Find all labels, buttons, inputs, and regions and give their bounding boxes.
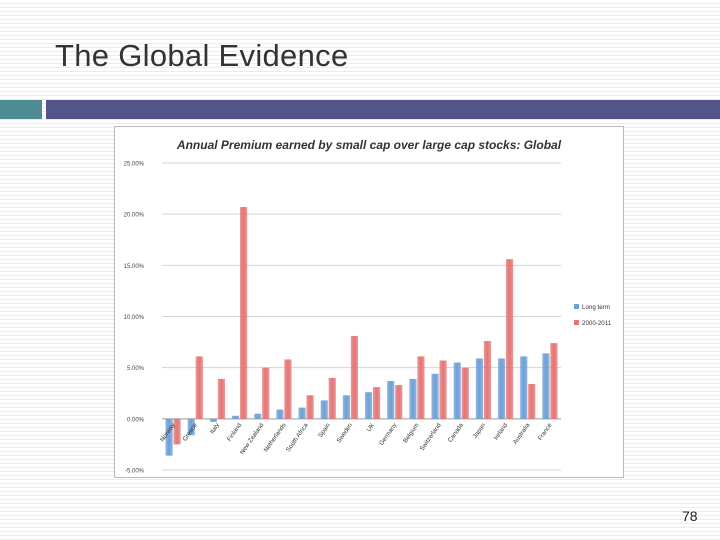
x-tick-label: Belgium: [402, 422, 421, 444]
x-tick-label: UK: [366, 421, 377, 433]
x-tick-label: Spain: [317, 422, 332, 439]
bar-2000-2011: [173, 418, 181, 445]
bar-2000-2011: [550, 343, 558, 419]
bar-long-term: [364, 392, 373, 419]
legend-swatch: [574, 304, 579, 309]
bar-2000-2011: [239, 207, 248, 419]
header-band-accent: [0, 100, 42, 119]
bar-2000-2011: [483, 341, 492, 419]
bar-long-term: [254, 413, 262, 419]
y-tick-label: 15.00%: [124, 264, 145, 270]
y-tick-label: -5.00%: [125, 469, 145, 475]
bar-2000-2011: [195, 356, 203, 419]
x-tick-label: New Zealand: [239, 422, 266, 456]
bar-long-term: [409, 378, 417, 419]
slide-title: The Global Evidence: [55, 38, 349, 73]
bar-2000-2011: [350, 335, 359, 419]
bar-long-term: [542, 353, 550, 419]
chart-frame: Annual Premium earned by small cap over …: [114, 126, 624, 478]
legend-label: 2000-2011: [582, 320, 612, 327]
x-tick-label: Italy: [209, 421, 222, 435]
header-band: [46, 100, 720, 119]
bar-2000-2011: [262, 367, 270, 419]
x-tick-label: South Africa: [285, 422, 310, 454]
x-tick-label: France: [537, 422, 554, 442]
bar-long-term: [520, 356, 528, 419]
x-tick-label: Finland: [226, 422, 244, 443]
y-tick-label: 20.00%: [124, 213, 145, 219]
x-tick-label: Sweden: [335, 422, 354, 445]
bar-long-term: [342, 395, 351, 419]
legend-label: Long term: [582, 304, 610, 311]
bar-2000-2011: [439, 360, 447, 419]
bar-long-term: [165, 418, 173, 456]
bar-long-term: [209, 418, 218, 422]
bar-long-term: [475, 358, 484, 419]
bar-2000-2011: [395, 385, 403, 419]
page-number: 78: [682, 508, 698, 524]
y-tick-label: 0.00%: [127, 417, 145, 423]
x-tick-label: Canada: [447, 422, 465, 444]
gridlines: [162, 162, 561, 471]
bar-2000-2011: [306, 395, 314, 419]
bar-long-term: [231, 415, 240, 419]
y-tick-label: 5.00%: [127, 366, 145, 372]
bar-2000-2011: [372, 387, 381, 419]
bar-2000-2011: [284, 359, 292, 419]
bar-long-term: [387, 380, 395, 419]
bar-long-term: [276, 409, 284, 419]
y-axis: -5.00% 0.00% 5.00% 10.00% 15.00% 20.00% 25.00%: [124, 162, 145, 475]
bar-2000-2011: [417, 356, 425, 419]
x-tick-label: Japan: [472, 422, 488, 440]
bar-long-term: [431, 373, 439, 419]
bar-long-term: [453, 362, 461, 419]
bar-2000-2011: [328, 377, 336, 419]
chart-title: Annual Premium earned by small cap over …: [176, 138, 562, 152]
bar-long-term: [497, 358, 506, 419]
legend-swatch: [574, 320, 579, 325]
y-tick-label: 25.00%: [124, 162, 145, 168]
y-tick-label: 10.00%: [124, 315, 145, 321]
bar-2000-2011: [461, 367, 469, 419]
bar-long-term: [187, 418, 195, 436]
bar-2000-2011: [528, 384, 536, 419]
bar-2000-2011: [505, 259, 514, 419]
bar-2000-2011: [217, 378, 226, 419]
x-tick-label: Greece: [182, 422, 200, 443]
bar-long-term: [298, 407, 306, 419]
x-tick-label: Netherlands: [263, 422, 288, 453]
x-tick-label: Switzerland: [419, 422, 443, 453]
bar-long-term: [320, 400, 328, 419]
bars: [165, 207, 558, 456]
x-tick-label: Australia: [512, 422, 532, 446]
x-tick-label: Germany: [378, 421, 399, 447]
x-tick-label: Ireland: [493, 422, 510, 442]
legend: Long term 2000-2011: [574, 304, 612, 327]
bar-chart: Annual Premium earned by small cap over …: [124, 138, 612, 475]
